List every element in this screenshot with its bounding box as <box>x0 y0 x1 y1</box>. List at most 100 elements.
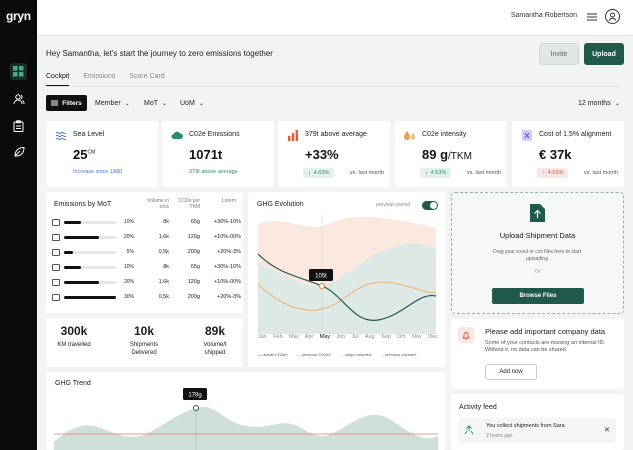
avatar[interactable] <box>605 9 620 24</box>
activity-item[interactable]: You collect shipments from Sara 2 hours … <box>458 418 616 443</box>
emissions-by-mot-card: Emissions by MoT Volume in tons CO2e per… <box>46 192 243 313</box>
tab-divider <box>46 86 623 87</box>
mot-lorem: +20%-3% <box>216 294 241 300</box>
mot-co2: 65g <box>190 219 200 225</box>
browse-files-button[interactable]: Browse Files <box>492 288 584 304</box>
bell-icon <box>458 327 474 343</box>
kpi-comparison: vs. last month <box>350 170 384 176</box>
ghg-evolution-card: GHG Evolution previous period 105t Jan Fe… <box>248 192 446 367</box>
month-tick: Mar <box>288 334 299 340</box>
menu-icon[interactable] <box>585 10 599 24</box>
kpi-value: € 37k <box>539 147 572 162</box>
ghg-evo-title: GHG Evolution <box>257 201 304 208</box>
ship-icon <box>52 249 60 256</box>
notice-description: Some of your contacts are missing an int… <box>485 340 606 353</box>
user-name: Samantha Robertson <box>510 12 577 19</box>
mot-lorem: +30%-10% <box>213 219 241 225</box>
mot-share-bar <box>64 266 116 269</box>
dashboard-icon[interactable] <box>10 63 27 80</box>
kpi-subtext: 379t above average <box>189 169 238 175</box>
kpi-value-number: 25 <box>73 147 88 162</box>
tab-score-card[interactable]: Score Card <box>129 73 165 80</box>
previous-period-label: previous period <box>376 202 411 208</box>
uom-dropdown[interactable]: UoM ⌄ <box>177 96 207 110</box>
cargo-line <box>257 281 437 311</box>
member-dropdown[interactable]: Member ⌄ <box>92 96 133 110</box>
kpi-title: C02e intensity <box>422 131 467 138</box>
wave-icon <box>55 131 67 141</box>
invite-button[interactable]: Invite <box>539 43 579 65</box>
mot-share-fill <box>64 266 82 269</box>
hover-point <box>319 283 325 289</box>
top-bar: Samantha Robertson <box>37 0 633 36</box>
mot-share-fill <box>64 281 99 284</box>
kpi-change-badge: ↓ 4.63% <box>303 168 335 178</box>
mot-label: MoT <box>144 99 158 107</box>
kpi-comparison: vs. last month <box>467 170 501 176</box>
activity-title: Activity feed <box>459 404 497 411</box>
previous-period-toggle[interactable] <box>422 201 438 210</box>
mot-volume: 8k <box>163 219 169 225</box>
ghg-trend-card: GHG Trend 178g <box>46 372 446 450</box>
chevron-down-icon: ⌄ <box>124 100 130 107</box>
users-icon[interactable] <box>10 90 27 107</box>
mot-share-bar <box>64 221 116 224</box>
add-now-button[interactable]: Add now <box>485 364 537 380</box>
mot-share-pct: 5% <box>126 249 134 255</box>
stat-shipments: 10k Shipments Delivered <box>114 324 174 357</box>
kpi-change-badge: ↓ 4.63% <box>420 168 452 178</box>
mot-lorem: +30%-10% <box>213 264 241 270</box>
upload-title: Upload Shipment Data <box>499 231 576 240</box>
kpi-title: Sea Level <box>73 131 105 138</box>
period-dropdown[interactable]: 12 months ⌄ <box>575 96 623 110</box>
month-tick: May <box>319 334 331 340</box>
tab-cockpit[interactable]: Cockpit <box>46 73 70 86</box>
month-tick: Sep <box>381 334 391 340</box>
mot-lorem: +20%-3% <box>216 249 241 255</box>
upload-button[interactable]: Upload <box>584 43 624 65</box>
mot-share-pct: 20% <box>123 279 134 285</box>
mot-row: 10% 8k 65g +30%-10% <box>52 219 241 227</box>
activity-feed-card: Activity feed You collect shipments from… <box>451 394 624 450</box>
kpi-title: C02e Emissions <box>189 131 240 138</box>
kpi-value-number: 89 g <box>422 147 449 162</box>
mot-header-volume: Volume in tons <box>147 198 169 210</box>
mot-share-bar <box>64 251 116 254</box>
upload-dropzone[interactable]: Upload Shipment Data Drag your excel or … <box>451 192 624 314</box>
truck-icon <box>52 219 60 226</box>
month-tick: Feb <box>273 334 283 340</box>
leaf-icon[interactable] <box>10 143 27 160</box>
van-icon <box>52 264 60 271</box>
month-tick: Nov <box>411 334 422 340</box>
mot-row: 30% 0,5k 200g +20%-3% <box>52 294 241 302</box>
mot-share-pct: 10% <box>123 219 134 225</box>
mot-row: 20% 1,6k 120g +10%-00% <box>52 279 241 287</box>
uom-label: UoM <box>180 99 195 107</box>
close-icon[interactable]: ✕ <box>604 427 610 434</box>
mot-row: 20% 1,6k 120g +10%-00% <box>52 234 241 242</box>
box-icon <box>52 294 60 301</box>
mot-share-bar <box>64 296 116 299</box>
chevron-down-icon: ⌄ <box>614 100 620 107</box>
tab-emissions[interactable]: Emissions <box>83 73 116 80</box>
kpi-value: +33% <box>305 147 339 162</box>
mot-dropdown[interactable]: MoT ⌄ <box>141 96 170 110</box>
stat-label: Shipments Delivered <box>129 342 159 356</box>
mot-header-lorem: Lorem <box>221 198 236 204</box>
kpi-card-sea-level: Sea Level 25CM Increase since 1880 <box>46 121 158 187</box>
stat-volume: 89k Volume/t shipped <box>185 324 245 357</box>
kpi-value: 1071t <box>189 147 223 162</box>
clipboard-icon[interactable] <box>10 117 27 134</box>
mot-share-bar <box>64 281 116 284</box>
kpi-value: 89 g/TKM <box>422 147 472 162</box>
mot-title: Emissions by MoT <box>54 201 112 208</box>
sidebar: gryn <box>0 0 37 450</box>
period-label: 12 months <box>578 99 611 107</box>
kpi-title: 379t above average <box>305 131 367 138</box>
transfer-icon <box>464 425 474 435</box>
legend-item: — actual CO2e/t <box>258 352 288 357</box>
filters-button[interactable]: Filters <box>46 95 87 111</box>
close-square-icon <box>522 130 532 141</box>
filter-icon <box>51 100 59 106</box>
tooltip-value: 178g <box>188 393 201 399</box>
